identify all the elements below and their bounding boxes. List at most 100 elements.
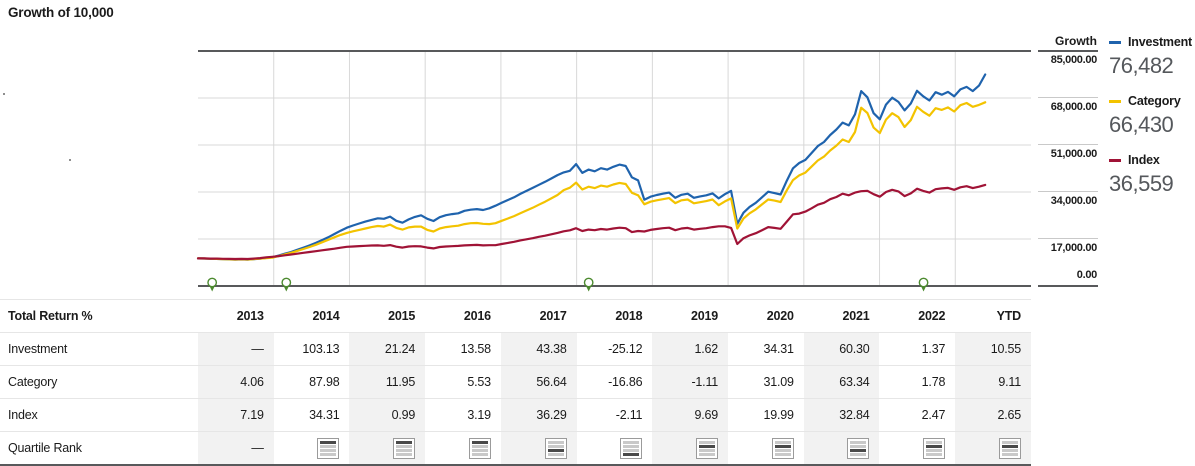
y-axis-title: Growth bbox=[1055, 34, 1097, 48]
category-line bbox=[196, 101, 987, 261]
row-label: Quartile Rank bbox=[0, 431, 199, 466]
legend-label: Investment bbox=[1128, 35, 1192, 49]
investment-line bbox=[196, 73, 987, 261]
quartile-rank-icon bbox=[468, 437, 491, 459]
column-header-2016: 2016 bbox=[425, 299, 501, 333]
investment-final-value: 76,482 bbox=[1109, 53, 1174, 78]
event-pin-icon bbox=[281, 277, 292, 288]
return-cell: 1.78 bbox=[879, 365, 956, 399]
column-header-2017: 2017 bbox=[500, 299, 577, 333]
column-header-2020: 2020 bbox=[728, 299, 804, 333]
return-cell: -16.86 bbox=[576, 365, 653, 399]
event-pin-icon bbox=[283, 286, 289, 292]
column-header-2013: 2013 bbox=[198, 299, 274, 333]
return-cell: 36.29 bbox=[500, 398, 577, 432]
y-axis-tickline bbox=[1038, 285, 1098, 287]
return-cell: 11.95 bbox=[349, 365, 426, 399]
y-axis-tickline bbox=[1038, 191, 1098, 192]
table-title: Total Return % bbox=[0, 299, 199, 333]
return-cell: 2.65 bbox=[955, 398, 1031, 432]
category-final-value: 66,430 bbox=[1109, 112, 1174, 137]
y-axis-tick-label: 0.00 bbox=[1076, 269, 1098, 281]
return-cell: 1.62 bbox=[652, 332, 729, 366]
quartile-cell bbox=[425, 431, 501, 466]
return-cell: 4.06 bbox=[198, 365, 274, 399]
y-axis-tickline bbox=[1038, 97, 1098, 98]
quartile-cell bbox=[955, 431, 1031, 466]
return-cell: 19.99 bbox=[728, 398, 804, 432]
quartile-cell: — bbox=[198, 431, 274, 466]
column-header-YTD: YTD bbox=[955, 299, 1031, 333]
chart-bottom-border bbox=[198, 285, 1031, 287]
column-header-2014: 2014 bbox=[273, 299, 350, 333]
return-cell: 87.98 bbox=[273, 365, 350, 399]
return-cell: -2.11 bbox=[576, 398, 653, 432]
quartile-cell bbox=[803, 431, 880, 466]
row-label: Category bbox=[0, 365, 199, 399]
index-line-swatch-icon bbox=[1109, 158, 1121, 162]
total-return-table: Total Return % 2013 2014 2015 2016 2017 2018 20… bbox=[0, 299, 1031, 466]
category-line-swatch-icon bbox=[1109, 99, 1121, 103]
y-axis-tick-label: 17,000.00 bbox=[1050, 242, 1098, 254]
return-cell: 63.34 bbox=[803, 365, 880, 399]
index-line bbox=[196, 183, 987, 261]
investment-line-swatch-icon bbox=[1109, 40, 1121, 44]
return-cell: 5.53 bbox=[425, 365, 501, 399]
column-header-2018: 2018 bbox=[576, 299, 653, 333]
y-axis-tick-label: 34,000.00 bbox=[1050, 195, 1098, 207]
return-cell: 34.31 bbox=[273, 398, 350, 432]
event-pin-icon bbox=[586, 286, 592, 292]
y-axis-tick-label: 85,000.00 bbox=[1050, 54, 1098, 66]
return-cell: 34.31 bbox=[728, 332, 804, 366]
column-header-2015: 2015 bbox=[349, 299, 426, 333]
y-axis-tick-label: 51,000.00 bbox=[1050, 148, 1098, 160]
page-title: Growth of 10,000 bbox=[8, 5, 114, 20]
table-row: Category 4.06 87.98 11.95 5.53 56.64 -16.86 -1.… bbox=[0, 365, 1031, 399]
return-cell: 0.99 bbox=[349, 398, 426, 432]
quartile-rank-icon bbox=[847, 437, 870, 459]
y-axis: Growth 85,000.00 68,000.00 51,000.00 34,000… bbox=[1038, 0, 1098, 464]
stray-dot bbox=[3, 93, 5, 95]
return-cell: 1.37 bbox=[879, 332, 956, 366]
return-cell: -1.11 bbox=[652, 365, 729, 399]
quartile-cell bbox=[349, 431, 426, 466]
return-cell: 43.38 bbox=[500, 332, 577, 366]
table-header-row: Total Return % 2013 2014 2015 2016 2017 2018 20… bbox=[0, 299, 1031, 333]
column-header-2022: 2022 bbox=[879, 299, 956, 333]
legend-item-index: Index 36,559 bbox=[1109, 153, 1195, 197]
quartile-rank-icon bbox=[620, 437, 643, 459]
y-axis-tickline bbox=[1038, 144, 1098, 145]
stray-dot bbox=[69, 159, 71, 161]
event-pin-icon bbox=[583, 277, 594, 288]
quartile-rank-icon bbox=[317, 437, 340, 459]
table-row: Index 7.19 34.31 0.99 3.19 36.29 -2.11 9.69 19.9… bbox=[0, 398, 1031, 432]
return-cell: 21.24 bbox=[349, 332, 426, 366]
return-cell: 9.69 bbox=[652, 398, 729, 432]
return-cell: 32.84 bbox=[803, 398, 880, 432]
quartile-cell bbox=[576, 431, 653, 466]
quartile-cell bbox=[879, 431, 956, 466]
row-label: Investment bbox=[0, 332, 199, 366]
chart-top-border bbox=[198, 50, 1031, 52]
event-pin-icon bbox=[918, 277, 929, 288]
y-axis-tick-label: 68,000.00 bbox=[1050, 101, 1098, 113]
chart-legend: Investment 76,482 Category 66,430 Index … bbox=[1109, 35, 1195, 212]
quartile-rank-icon bbox=[771, 437, 794, 459]
quartile-rank-row: Quartile Rank — bbox=[0, 431, 1031, 466]
quartile-rank-icon bbox=[696, 437, 719, 459]
quartile-rank-icon bbox=[923, 437, 946, 459]
quartile-cell bbox=[728, 431, 804, 466]
y-axis-tickline bbox=[1038, 238, 1098, 239]
row-label: Index bbox=[0, 398, 199, 432]
return-cell: 3.19 bbox=[425, 398, 501, 432]
growth-chart-plot-area[interactable] bbox=[193, 36, 1038, 298]
column-header-2021: 2021 bbox=[803, 299, 880, 333]
return-cell: 7.19 bbox=[198, 398, 274, 432]
index-final-value: 36,559 bbox=[1109, 171, 1174, 196]
quartile-rank-icon bbox=[393, 437, 416, 459]
table-row: Investment —103.13 21.24 13.58 43.38 -25.12 1.… bbox=[0, 332, 1031, 366]
quartile-rank-icon bbox=[999, 437, 1021, 459]
legend-item-investment: Investment 76,482 bbox=[1109, 35, 1195, 79]
quartile-rank-icon bbox=[544, 437, 567, 459]
